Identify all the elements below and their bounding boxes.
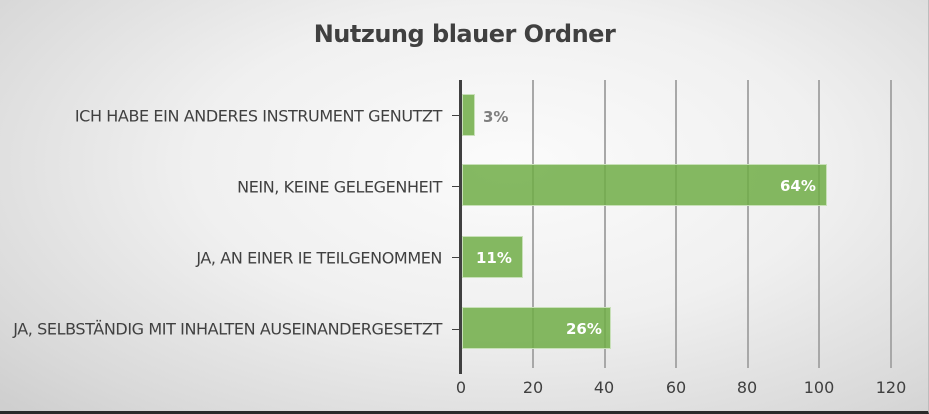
data-label: 11% (476, 249, 512, 267)
bar-anderes-instrument (462, 94, 475, 136)
gridline-80 (747, 80, 749, 368)
x-tick-label: 80 (736, 378, 758, 397)
category-label: JA, SELBSTÄNDIG MIT INHALTEN AUSEINANDER… (13, 319, 442, 339)
bar-selbstaendig (462, 307, 611, 349)
y-axis-tick (452, 257, 459, 258)
data-label: 3% (483, 108, 509, 126)
y-axis-tick (452, 115, 459, 116)
gridline-120 (890, 80, 892, 368)
x-tick-label: 60 (665, 378, 687, 397)
y-axis-line (459, 80, 462, 374)
bar-keine-gelegenheit (462, 164, 827, 206)
data-label: 64% (780, 177, 816, 195)
gridline-20 (532, 80, 534, 368)
category-label: JA, AN EINER IE TEILGENOMMEN (196, 248, 442, 268)
bar-ie-teilgenommen (462, 236, 523, 278)
gridline-40 (604, 80, 606, 368)
gridline-100 (818, 80, 820, 368)
x-tick-label: 0 (455, 378, 467, 397)
category-label: ICH HABE EIN ANDERES INSTRUMENT GENUTZT (74, 106, 443, 126)
y-axis-tick (452, 186, 459, 187)
data-label: 26% (566, 320, 602, 338)
x-tick-label: 120 (875, 378, 907, 397)
category-label: NEIN, KEINE GELEGENHEIT (237, 177, 442, 197)
x-tick-label: 20 (522, 378, 544, 397)
x-tick-label: 40 (593, 378, 615, 397)
gridline-60 (675, 80, 677, 368)
chart-title: Nutzung blauer Ordner (313, 20, 616, 48)
y-axis-tick (452, 329, 459, 330)
x-tick-label: 100 (803, 378, 835, 397)
